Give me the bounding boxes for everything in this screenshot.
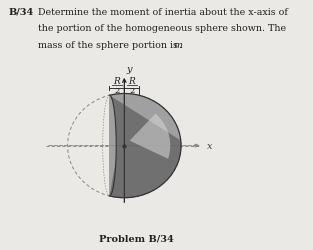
Text: B/34: B/34: [8, 8, 33, 16]
Text: x: x: [207, 142, 212, 150]
Text: R: R: [128, 77, 135, 86]
Text: 2: 2: [129, 86, 134, 94]
Polygon shape: [110, 96, 181, 198]
Polygon shape: [110, 94, 181, 198]
Text: the portion of the homogeneous sphere shown. The: the portion of the homogeneous sphere sh…: [38, 24, 286, 33]
Text: mass of the sphere portion is: mass of the sphere portion is: [38, 41, 181, 50]
Text: .: .: [178, 41, 181, 50]
Text: R: R: [114, 77, 120, 86]
Text: 2: 2: [114, 86, 120, 94]
Text: m: m: [174, 41, 183, 50]
Text: y: y: [126, 65, 132, 74]
Polygon shape: [130, 114, 170, 159]
Text: Determine the moment of inertia about the x-axis of: Determine the moment of inertia about th…: [38, 8, 288, 16]
Text: Problem B/34: Problem B/34: [99, 234, 174, 242]
